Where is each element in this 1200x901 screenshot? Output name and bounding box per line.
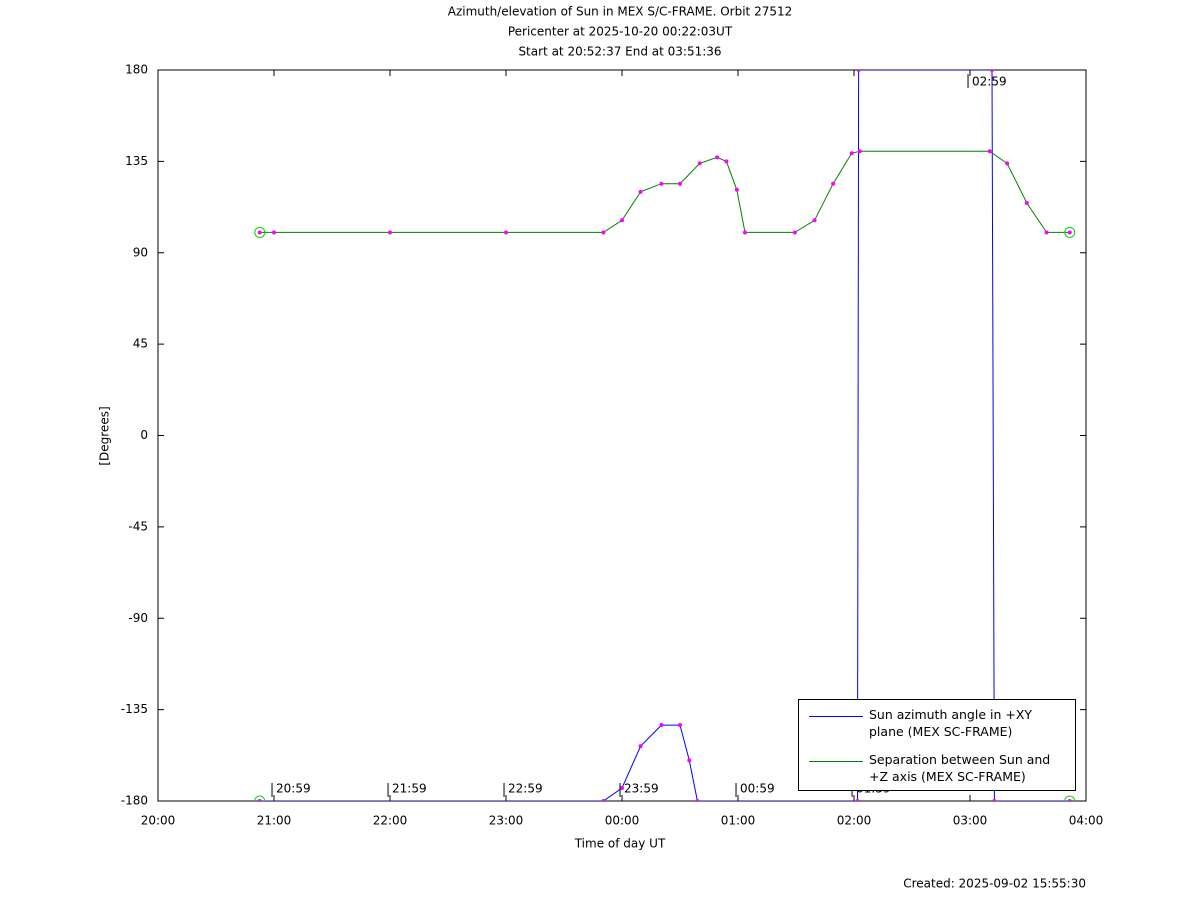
marker [257, 230, 262, 235]
x-tick-label: 02:00 [837, 814, 872, 828]
series-line [259, 150, 1070, 233]
marker [638, 189, 643, 194]
y-tick-label: 0 [140, 428, 148, 442]
annotation: 20:59 [276, 782, 311, 796]
marker [734, 187, 739, 192]
marker [678, 723, 682, 728]
y-tick-label: -45 [128, 519, 148, 533]
marker [620, 218, 624, 223]
endpoint-marker [1064, 226, 1076, 238]
plot-frame [157, 69, 1087, 802]
marker [638, 744, 643, 749]
y-axis-label: [Degrees] [98, 406, 112, 465]
y-tick-label: 135 [125, 154, 148, 168]
x-tick-label: 03:00 [953, 814, 988, 828]
x-axis-label: Time of day UT [574, 837, 666, 851]
chart-subtitle: Start at 20:52:37 End at 03:51:36 [518, 45, 721, 59]
marker [857, 149, 862, 154]
marker [659, 181, 664, 186]
marker [742, 230, 747, 235]
chart-subtitle: Pericenter at 2025-10-20 00:22:03UT [508, 25, 733, 39]
annotation: 21:59 [392, 782, 427, 796]
y-tick-label: 45 [133, 337, 148, 351]
annotation: 02:59 [972, 75, 1007, 89]
legend-label: Separation between Sun and +Z axis (MEX … [869, 752, 1051, 784]
marker [849, 151, 854, 156]
endpoint-marker [1064, 795, 1076, 801]
x-tick-label: 04:00 [1069, 814, 1104, 828]
plot-area [254, 70, 1076, 801]
x-tick-label: 22:00 [373, 814, 408, 828]
x-tick-label: 00:00 [605, 814, 640, 828]
annotation: 23:59 [624, 782, 659, 796]
marker [601, 230, 606, 235]
marker [1067, 230, 1072, 235]
marker [601, 799, 606, 801]
marker [1044, 230, 1049, 235]
marker [504, 230, 508, 235]
marker [257, 799, 262, 801]
marker [792, 230, 797, 235]
marker [987, 149, 992, 154]
y-tick-label: -135 [121, 702, 148, 716]
marker [1067, 799, 1072, 801]
y-tick-label: -90 [128, 611, 148, 625]
marker [1005, 161, 1010, 166]
legend-label: Sun azimuth angle in +XY plane (MEX SC-F… [869, 707, 1033, 739]
marker [695, 799, 700, 801]
x-tick-label: 20:00 [141, 814, 176, 828]
legend-swatch [809, 716, 863, 717]
annotation: 00:59 [740, 782, 775, 796]
marker [812, 218, 817, 223]
marker [678, 181, 682, 186]
legend: Sun azimuth angle in +XY plane (MEX SC-F… [798, 699, 1076, 791]
marker [697, 161, 702, 166]
marker [724, 159, 729, 164]
marker [715, 155, 720, 160]
marker [687, 758, 692, 763]
footer: Created: 2025-09-02 15:55:30 [903, 877, 1086, 891]
marker [620, 786, 624, 791]
legend-swatch [809, 761, 863, 762]
y-tick-label: 180 [125, 63, 148, 77]
marker [855, 799, 860, 801]
marker [992, 799, 997, 801]
x-tick-label: 21:00 [257, 814, 292, 828]
x-tick-label: 01:00 [721, 814, 756, 828]
annotation: 22:59 [508, 782, 543, 796]
series-line [259, 70, 1070, 801]
marker [990, 70, 995, 72]
marker [272, 230, 276, 235]
marker [388, 230, 392, 235]
endpoint-marker [254, 795, 266, 801]
x-tick-label: 23:00 [489, 814, 524, 828]
chart-title: Azimuth/elevation of Sun in MEX S/C-FRAM… [448, 5, 793, 19]
marker [1024, 201, 1029, 206]
marker [831, 181, 836, 186]
marker [659, 723, 664, 728]
y-tick-label: 90 [133, 245, 148, 259]
y-tick-label: -180 [121, 794, 148, 808]
endpoint-marker [254, 226, 266, 238]
marker [856, 70, 861, 72]
